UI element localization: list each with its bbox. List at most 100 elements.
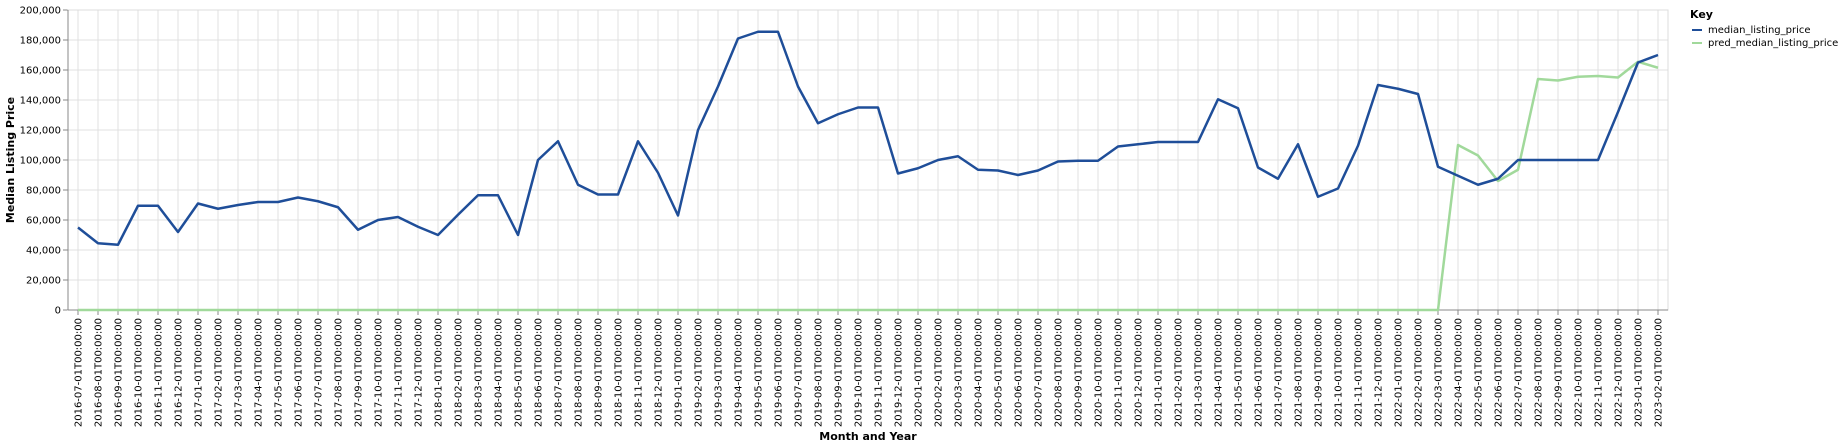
x-tick-label: 2020-01-01T00:00:00 (914, 318, 925, 427)
x-tick-label: 2022-09-01T00:00:00 (1554, 318, 1565, 427)
x-tick-label: 2019-02-01T00:00:00 (694, 318, 705, 427)
y-tick-label: 0 (55, 306, 61, 317)
x-tick-label: 2021-02-01T00:00:00 (1174, 318, 1185, 427)
x-tick-label: 2018-03-01T00:00:00 (474, 318, 485, 427)
x-tick-label: 2019-03-01T00:00:00 (714, 318, 725, 427)
x-tick-label: 2017-02-01T00:00:00 (214, 318, 225, 427)
x-tick-label: 2020-12-01T00:00:00 (1134, 318, 1145, 427)
series-line-pred_median_listing_price (78, 60, 1659, 312)
x-tick-label: 2016-08-01T00:00:00 (94, 318, 105, 427)
legend: Key median_listing_price pred_median_list… (1690, 8, 1838, 49)
x-tick-label: 2018-08-01T00:00:00 (574, 318, 585, 427)
x-tick-label: 2016-11-01T00:00:00 (154, 318, 165, 427)
gridlines (68, 9, 1668, 311)
x-tick-label: 2017-07-01T00:00:00 (314, 318, 325, 427)
x-tick-label: 2022-05-01T00:00:00 (1474, 318, 1485, 427)
x-tick-label: 2022-12-01T00:00:00 (1614, 318, 1625, 427)
x-tick-label: 2019-04-01T00:00:00 (734, 318, 745, 427)
x-tick-label: 2017-09-01T00:00:00 (354, 318, 365, 427)
x-tick-label: 2016-09-01T00:00:00 (114, 318, 125, 427)
x-tick-label: 2021-06-01T00:00:00 (1254, 318, 1265, 427)
x-tick-label: 2017-04-01T00:00:00 (254, 318, 265, 427)
legend-label: pred_median_listing_price (1708, 38, 1838, 49)
x-tick-label: 2017-11-01T00:00:00 (394, 318, 405, 427)
x-tick-label: 2020-09-01T00:00:00 (1074, 318, 1085, 427)
y-tick-label: 80,000 (26, 186, 61, 197)
x-tick-label: 2021-03-01T00:00:00 (1194, 318, 1205, 427)
y-tick-label: 20,000 (26, 276, 61, 287)
x-tick-label: 2021-01-01T00:00:00 (1154, 318, 1165, 427)
x-tick-label: 2020-05-01T00:00:00 (994, 318, 1005, 427)
legend-title: Key (1690, 8, 1713, 21)
x-tick-label: 2022-10-01T00:00:00 (1574, 318, 1585, 427)
x-tick-label: 2022-07-01T00:00:00 (1514, 318, 1525, 427)
y-tick-label: 120,000 (20, 126, 61, 137)
series-lines (77, 30, 1659, 312)
x-tick-label: 2018-05-01T00:00:00 (514, 318, 525, 427)
x-tick-label: 2016-10-01T00:00:00 (134, 318, 145, 427)
x-tick-label: 2021-12-01T00:00:00 (1374, 318, 1385, 427)
y-axis-title: Median Listing Price (4, 97, 17, 223)
x-tick-label: 2018-09-01T00:00:00 (594, 318, 605, 427)
x-tick-label: 2021-07-01T00:00:00 (1274, 318, 1285, 427)
x-tick-label: 2020-10-01T00:00:00 (1094, 318, 1105, 427)
x-tick-label: 2016-07-01T00:00:00 (74, 318, 85, 427)
x-tick-label: 2022-08-01T00:00:00 (1534, 318, 1545, 427)
x-tick-label: 2022-01-01T00:00:00 (1394, 318, 1405, 427)
x-tick-label: 2023-01-01T00:00:00 (1634, 318, 1645, 427)
y-tick-label: 180,000 (20, 36, 61, 47)
x-tick-label: 2018-02-01T00:00:00 (454, 318, 465, 427)
y-tick-label: 140,000 (20, 96, 61, 107)
x-axis-title: Month and Year (819, 430, 917, 443)
x-tick-label: 2021-11-01T00:00:00 (1354, 318, 1365, 427)
x-tick-label: 2022-04-01T00:00:00 (1454, 318, 1465, 427)
y-tick-label: 40,000 (26, 246, 61, 257)
y-tick-label: 60,000 (26, 216, 61, 227)
x-tick-label: 2017-03-01T00:00:00 (234, 318, 245, 427)
x-tick-label: 2019-01-01T00:00:00 (674, 318, 685, 427)
x-tick-label: 2019-09-01T00:00:00 (834, 318, 845, 427)
x-tick-label: 2018-06-01T00:00:00 (534, 318, 545, 427)
x-tick-label: 2022-03-01T00:00:00 (1434, 318, 1445, 427)
x-tick-label: 2020-03-01T00:00:00 (954, 318, 965, 427)
legend-label: median_listing_price (1708, 25, 1811, 36)
x-tick-label: 2021-04-01T00:00:00 (1214, 318, 1225, 427)
series-line-median_listing_price (77, 30, 1659, 246)
x-tick-label: 2021-08-01T00:00:00 (1294, 318, 1305, 427)
x-tick-label: 2022-06-01T00:00:00 (1494, 318, 1505, 427)
x-tick-label: 2021-09-01T00:00:00 (1314, 318, 1325, 427)
x-tick-label: 2017-01-01T00:00:00 (194, 318, 205, 427)
x-tick-label: 2016-12-01T00:00:00 (174, 318, 185, 427)
x-tick-label: 2018-01-01T00:00:00 (434, 318, 445, 427)
x-tick-label: 2017-05-01T00:00:00 (274, 318, 285, 427)
x-tick-label: 2019-06-01T00:00:00 (774, 318, 785, 427)
y-tick-label: 100,000 (20, 156, 61, 167)
x-tick-label: 2021-10-01T00:00:00 (1334, 318, 1345, 427)
x-tick-label: 2019-11-01T00:00:00 (874, 318, 885, 427)
x-tick-label: 2018-11-01T00:00:00 (634, 318, 645, 427)
x-tick-label: 2020-02-01T00:00:00 (934, 318, 945, 427)
x-tick-label: 2020-04-01T00:00:00 (974, 318, 985, 427)
x-tick-label: 2019-07-01T00:00:00 (794, 318, 805, 427)
x-tick-label: 2017-08-01T00:00:00 (334, 318, 345, 427)
x-tick-label: 2017-10-01T00:00:00 (374, 318, 385, 427)
axes: 0 20,000 40,000 60,000 80,000 100,000 120,000 1… (20, 6, 1669, 427)
x-tick-label: 2019-05-01T00:00:00 (754, 318, 765, 427)
x-tick-label: 2023-02-01T00:00:00 (1654, 318, 1665, 427)
x-tick-label: 2019-10-01T00:00:00 (854, 318, 865, 427)
x-tick-label: 2017-06-01T00:00:00 (294, 318, 305, 427)
y-tick-label: 200,000 (20, 6, 61, 17)
x-tick-label: 2018-10-01T00:00:00 (614, 318, 625, 427)
x-tick-label: 2020-11-01T00:00:00 (1114, 318, 1125, 427)
y-tick-label: 160,000 (20, 66, 61, 77)
x-tick-label: 2019-08-01T00:00:00 (814, 318, 825, 427)
x-tick-label: 2022-11-01T00:00:00 (1594, 318, 1605, 427)
x-tick-label: 2022-02-01T00:00:00 (1414, 318, 1425, 427)
x-tick-label: 2018-12-01T00:00:00 (654, 318, 665, 427)
x-tick-label: 2021-05-01T00:00:00 (1234, 318, 1245, 427)
x-tick-label: 2020-08-01T00:00:00 (1054, 318, 1065, 427)
x-tick-label: 2018-07-01T00:00:00 (554, 318, 565, 427)
x-tick-label: 2019-12-01T00:00:00 (894, 318, 905, 427)
x-tick-label: 2020-06-01T00:00:00 (1014, 318, 1025, 427)
